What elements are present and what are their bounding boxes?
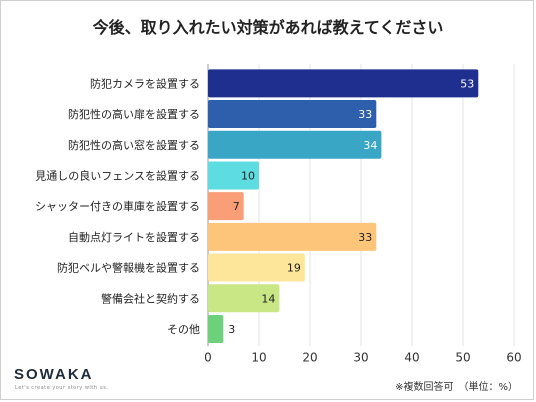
value-label: 7	[233, 200, 240, 213]
category-label: 防犯性の高い扉を設置する	[68, 107, 200, 121]
x-tick-label: 30	[353, 350, 368, 364]
value-label: 33	[358, 108, 372, 121]
value-label: 3	[228, 323, 235, 336]
category-label: 警備会社と契約する	[101, 291, 200, 305]
value-label: 10	[241, 169, 255, 182]
bar	[208, 192, 244, 221]
bar	[208, 69, 479, 98]
bar	[208, 130, 382, 159]
bar	[208, 100, 377, 129]
x-tick-label: 50	[455, 350, 470, 364]
value-label: 19	[287, 262, 301, 275]
x-tick-label: 0	[204, 350, 212, 364]
value-label: 34	[363, 139, 377, 152]
value-label: 53	[460, 77, 474, 90]
category-label: 防犯カメラを設置する	[90, 76, 200, 90]
bar	[208, 314, 224, 343]
x-tick-label: 10	[251, 350, 266, 364]
category-label: 見通しの良いフェンスを設置する	[35, 168, 200, 182]
value-label: 33	[358, 231, 372, 244]
category-labels: 防犯カメラを設置する防犯性の高い扉を設置する防犯性の高い窓を設置する見通しの良い…	[35, 76, 200, 336]
x-tick-label: 40	[404, 350, 419, 364]
bar	[208, 284, 280, 313]
category-label: 防犯ベルや警報機を設置する	[57, 261, 200, 275]
value-labels: 53 33 34 10 7 33 19 14 3	[228, 77, 474, 336]
category-label: その他	[167, 323, 200, 336]
footnote: ※複数回答可 （単位：%）	[395, 382, 518, 393]
value-label: 14	[261, 292, 275, 305]
x-tick-labels: 0 10 20 30 40 50 60	[204, 350, 521, 364]
x-tick-label: 60	[506, 350, 521, 364]
logo-tagline: Let's create your story with us.	[15, 385, 109, 391]
sowaka-logo: SOWAKA	[14, 366, 94, 383]
chart-title: 今後、取り入れたい対策があれば教えてください	[92, 18, 444, 37]
bar	[208, 161, 259, 190]
category-label: 防犯性の高い窓を設置する	[68, 138, 200, 152]
x-tick-label: 20	[302, 350, 317, 364]
bars	[208, 69, 479, 343]
bar	[208, 222, 377, 251]
category-label: 自動点灯ライトを設置する	[68, 230, 200, 244]
bar	[208, 253, 305, 282]
category-label: シャッター付きの車庫を設置する	[35, 199, 200, 213]
